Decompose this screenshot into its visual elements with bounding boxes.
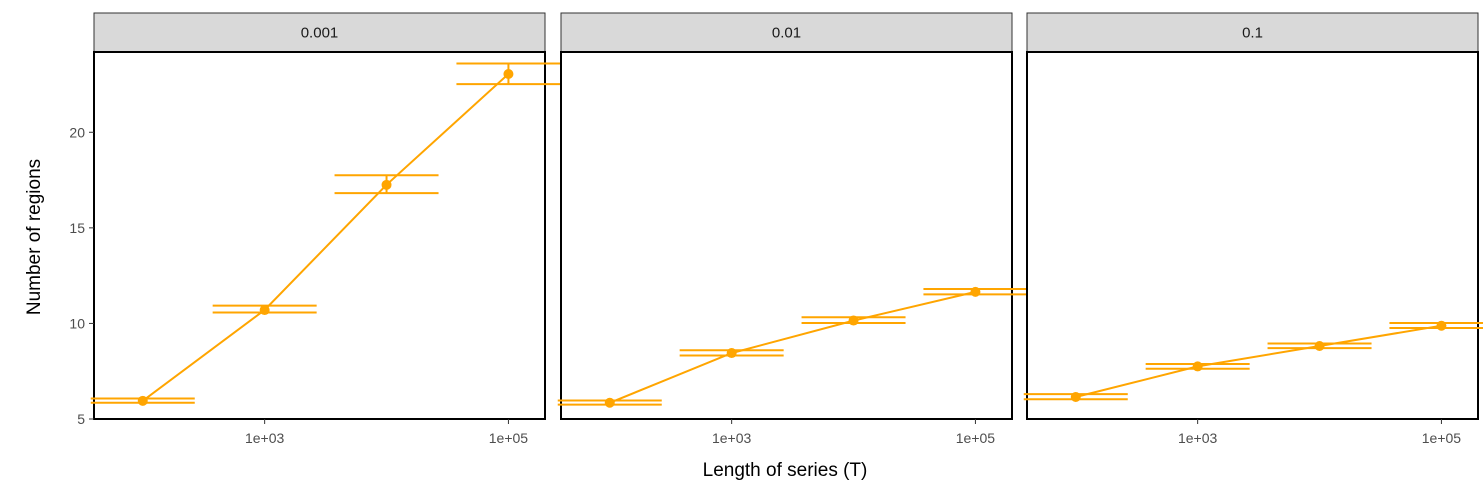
x-tick-label: 1e+05 — [1422, 430, 1462, 446]
series-line — [142, 73, 510, 402]
panel-border — [1026, 51, 1479, 420]
facet-strip — [560, 12, 1013, 53]
facet-panel-0.1: 0.1 1e+03 1e+05 — [1023, 12, 1483, 446]
data-point — [1314, 340, 1325, 351]
panels-layer: 0.001 1e+03 1e+05 0.01 1e+03 1e+05 0.1 1e+03 1e+… — [90, 12, 1483, 446]
data-point — [1192, 361, 1203, 372]
facet-strip-label: 0.1 — [1242, 25, 1263, 42]
x-axis-title: Length of series (T) — [703, 460, 868, 481]
y-tick-label: 10 — [69, 315, 85, 331]
x-tick-label: 1e+03 — [245, 430, 285, 446]
y-tick-label: 5 — [77, 411, 85, 427]
facet-panel-0.001: 0.001 1e+03 1e+05 — [90, 12, 561, 446]
data-point — [970, 286, 981, 297]
x-tick-label: 1e+03 — [1178, 430, 1218, 446]
y-axis-title: Number of regions — [24, 159, 45, 315]
data-point — [1436, 320, 1447, 331]
panel-border — [560, 51, 1013, 420]
data-point — [726, 348, 737, 359]
facet-panel-0.01: 0.01 1e+03 1e+05 — [557, 12, 1028, 446]
x-tick-label: 1e+05 — [956, 430, 996, 446]
y-tick-label: 15 — [69, 220, 85, 236]
data-point — [848, 315, 859, 326]
data-point — [1070, 392, 1081, 403]
x-tick-label: 1e+03 — [712, 430, 752, 446]
facet-strip — [93, 12, 546, 53]
data-point — [137, 395, 148, 406]
data-point — [604, 397, 615, 408]
facet-strip-label: 0.001 — [301, 25, 339, 42]
data-point — [503, 68, 514, 79]
y-tick-label: 20 — [69, 124, 85, 140]
series-line — [1075, 324, 1442, 398]
facet-strip-label: 0.01 — [772, 25, 801, 42]
panel-border — [93, 51, 546, 420]
data-point — [381, 179, 392, 190]
data-point — [259, 305, 270, 316]
x-tick-label: 1e+05 — [489, 430, 529, 446]
series-line — [609, 290, 976, 404]
y-axis: 5 10 15 20 — [69, 124, 94, 427]
